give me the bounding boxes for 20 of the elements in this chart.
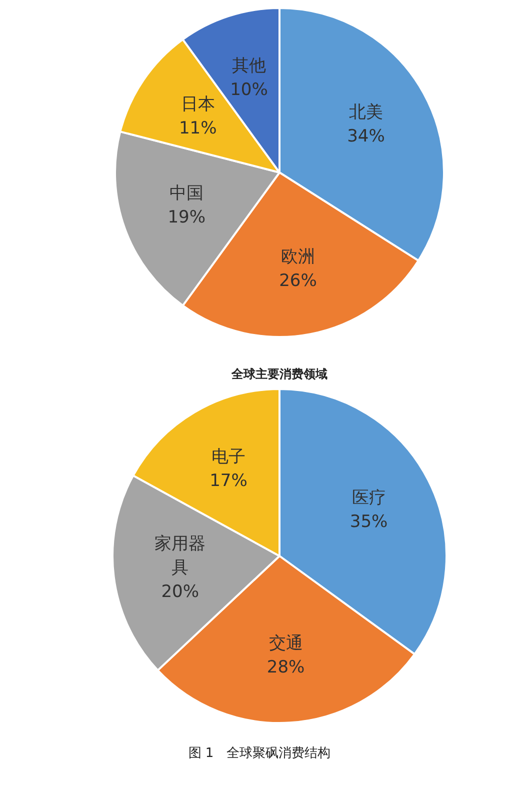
- slice-label: 其他: [232, 56, 266, 76]
- data-label: 28%: [266, 657, 305, 678]
- data-label: 35%: [350, 512, 388, 532]
- data-label: 11%: [178, 118, 217, 138]
- slice-label: 家用器具: [154, 534, 206, 578]
- data-label: 10%: [230, 80, 268, 100]
- slice-label: 中国: [170, 183, 204, 204]
- data-label: 17%: [210, 471, 248, 492]
- slice-label: 日本: [180, 94, 215, 114]
- data-label: 19%: [168, 207, 206, 228]
- slice-label: 交通: [268, 633, 303, 654]
- slice-label: 医疗: [352, 488, 386, 508]
- chart-title: 全球主要消费领域: [230, 366, 328, 383]
- data-label: 34%: [347, 126, 385, 146]
- slice-label: 电子: [211, 447, 246, 468]
- slice-label: 欧洲: [280, 246, 315, 267]
- data-label: 20%: [161, 582, 199, 602]
- caption: 图 1 全球聚砜消费结构: [187, 745, 332, 762]
- data-label: 26%: [279, 270, 317, 291]
- slice-label: 北美: [348, 102, 383, 122]
